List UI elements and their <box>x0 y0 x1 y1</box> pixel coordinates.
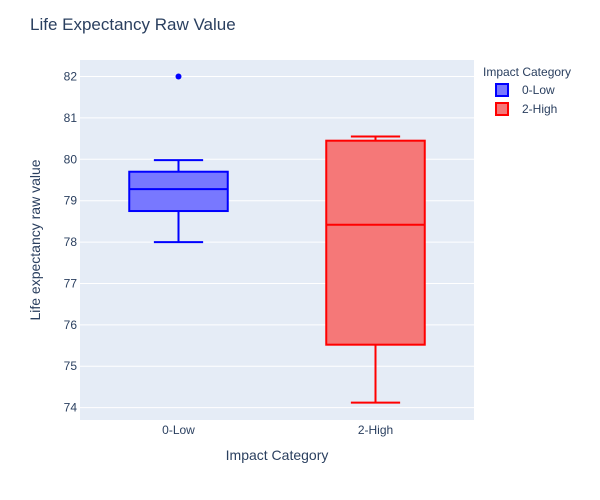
x-axis-ticks: 0-Low 2-High <box>162 423 393 437</box>
box-0-Low <box>128 73 229 244</box>
y-tick-label: 79 <box>64 194 78 208</box>
y-tick-label: 75 <box>64 359 78 373</box>
x-tick-label: 2-High <box>358 423 393 437</box>
x-tick-label: 0-Low <box>162 423 195 437</box>
box-plots <box>128 73 426 404</box>
x-axis-title: Impact Category <box>226 447 329 463</box>
y-axis-title: Life expectancy raw value <box>27 159 43 320</box>
chart-title: Life Expectancy Raw Value <box>30 15 236 34</box>
box-iqr <box>128 170 229 213</box>
y-tick-label: 77 <box>64 276 78 290</box>
legend-item-0-Low: 0-Low <box>495 83 555 97</box>
y-tick-label: 74 <box>64 401 78 415</box>
legend-swatch <box>495 83 509 97</box>
legend: Impact Category 0-Low 2-High <box>483 65 571 116</box>
legend-label: 0-Low <box>522 83 555 97</box>
box-2-High <box>325 135 426 404</box>
y-tick-label: 81 <box>64 111 78 125</box>
outlier-point <box>175 73 182 80</box>
legend-title: Impact Category <box>483 65 571 79</box>
box-iqr <box>325 139 426 346</box>
legend-item-2-High: 2-High <box>495 102 557 116</box>
legend-label: 2-High <box>522 102 557 116</box>
y-tick-label: 76 <box>64 318 78 332</box>
legend-swatch <box>495 102 509 116</box>
y-tick-label: 82 <box>64 70 78 84</box>
y-axis-ticks: 74 75 76 77 78 79 80 81 82 <box>64 70 78 415</box>
y-tick-label: 78 <box>64 235 78 249</box>
y-tick-label: 80 <box>64 152 78 166</box>
